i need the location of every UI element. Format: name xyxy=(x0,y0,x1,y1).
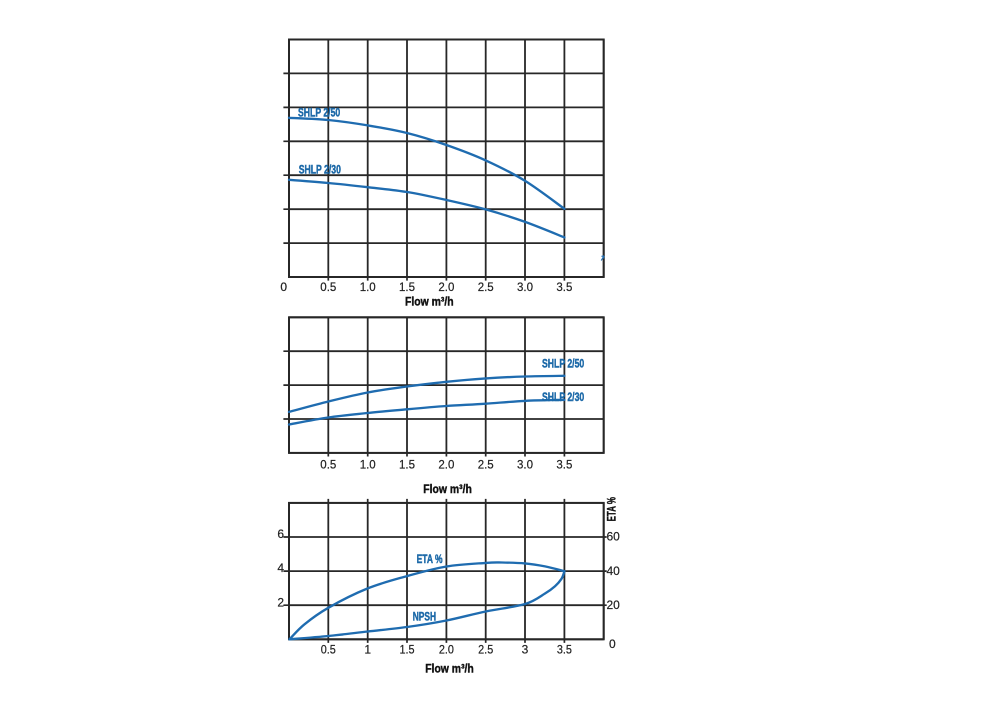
svg-text:SHLP 2/30: SHLP 2/30 xyxy=(299,163,341,176)
svg-text:1.5: 1.5 xyxy=(399,280,415,294)
svg-text:1.0: 1.0 xyxy=(360,458,376,472)
svg-text:ETA %: ETA % xyxy=(417,553,443,566)
svg-text:3.5: 3.5 xyxy=(556,280,572,294)
svg-text:SHLP 2/30: SHLP 2/30 xyxy=(542,391,584,404)
svg-text:3.0: 3.0 xyxy=(517,458,533,472)
svg-text:1.5: 1.5 xyxy=(399,458,415,472)
svg-text:2.0: 2.0 xyxy=(439,643,454,657)
svg-text:0.5: 0.5 xyxy=(320,280,336,294)
svg-text:0: 0 xyxy=(609,637,616,651)
svg-text:1: 1 xyxy=(364,643,371,657)
svg-text:1.0: 1.0 xyxy=(360,280,376,294)
svg-text:3.5: 3.5 xyxy=(557,643,572,657)
svg-text:Flow m³/h: Flow m³/h xyxy=(425,661,474,675)
svg-text:2.0: 2.0 xyxy=(438,458,454,472)
svg-text:SHLP 2/50: SHLP 2/50 xyxy=(542,358,584,371)
svg-text:3.5: 3.5 xyxy=(556,458,572,472)
svg-text:2.5: 2.5 xyxy=(478,643,493,657)
svg-text:0.5: 0.5 xyxy=(321,643,336,657)
svg-text:Flow m³/h: Flow m³/h xyxy=(405,295,454,309)
svg-text:40: 40 xyxy=(607,564,621,578)
svg-text:0: 0 xyxy=(280,280,287,294)
svg-text:SHLP 2/50: SHLP 2/50 xyxy=(298,106,340,119)
svg-text:2.0: 2.0 xyxy=(438,280,454,294)
svg-text:0.5: 0.5 xyxy=(320,458,336,472)
svg-text:4: 4 xyxy=(277,561,284,575)
svg-text:3: 3 xyxy=(522,643,529,657)
svg-text:60: 60 xyxy=(607,530,621,544)
svg-text:ETA %: ETA % xyxy=(605,497,618,521)
svg-text:3.0: 3.0 xyxy=(517,280,533,294)
svg-text:6: 6 xyxy=(277,527,284,541)
svg-text:2: 2 xyxy=(277,595,284,609)
svg-text:2.5: 2.5 xyxy=(478,280,494,294)
svg-text:Flow m³/h: Flow m³/h xyxy=(423,482,472,496)
svg-text:1.5: 1.5 xyxy=(399,643,414,657)
svg-text:2.5: 2.5 xyxy=(478,458,494,472)
svg-text:20: 20 xyxy=(607,598,621,612)
svg-text:NPSH: NPSH xyxy=(413,611,436,624)
